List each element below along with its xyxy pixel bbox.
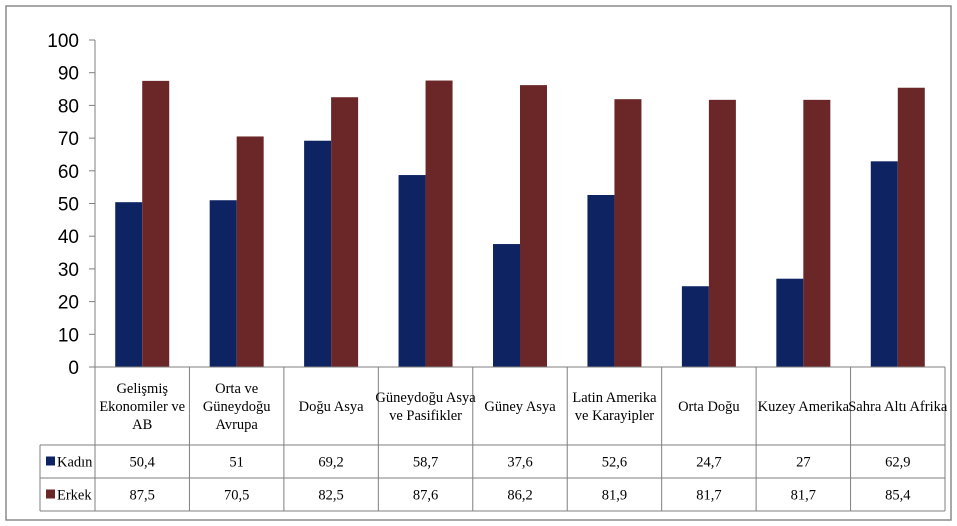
data-label: 86,2 [507,488,532,504]
y-tick-label: 40 [58,227,79,248]
x-category-label: Ekonomiler ve [99,399,185,415]
x-category-label: Doğu Asya [299,399,364,415]
data-label: 87,5 [130,488,155,504]
x-category-label: Avrupa [215,417,258,433]
data-label: 27 [796,455,811,471]
y-tick-label: 30 [58,260,79,281]
data-label: 52,6 [602,455,627,471]
y-tick-label: 50 [58,195,79,216]
bar-kadin [587,194,615,367]
bar-kadin [870,161,898,367]
x-category-label: ve Pasifikler [389,408,462,424]
y-tick-label: 0 [68,358,79,379]
data-label: 85,4 [885,488,911,504]
y-tick-label: 60 [58,162,79,183]
bar-kadin [681,286,709,367]
bar-erkek [520,85,547,367]
data-label: 62,9 [885,455,910,471]
bar-erkek [142,80,170,367]
legend-key-kadin [46,456,55,466]
x-category-label: Orta Doğu [678,399,740,415]
legend-key-erkek [46,489,55,499]
data-label: 24,7 [696,455,721,471]
data-label: 81,7 [696,488,721,504]
y-tick-label: 10 [58,325,79,346]
bar-kadin [115,202,143,367]
data-label: 50,4 [130,455,156,471]
data-label: 37,6 [507,455,532,471]
x-category-label: Güneydoğu [203,399,271,415]
x-category-label: Gelişmiş [116,381,168,397]
bar-erkek [708,99,736,367]
data-label: 70,5 [224,488,249,504]
legend-label: Erkek [57,488,92,504]
bar-kadin [398,175,426,367]
bar-erkek [897,87,925,367]
x-category-label: AB [132,417,152,433]
bar-kadin [776,278,804,367]
bar-kadin [209,200,237,367]
data-label: 58,7 [413,455,438,471]
bar-erkek [236,136,264,367]
x-category-label: Güneydoğu Asya [375,390,476,406]
bar-kadin [304,140,332,367]
x-category-label: Latin Amerika [572,390,657,406]
y-tick-label: 20 [58,293,79,314]
y-tick-label: 90 [58,64,79,85]
data-label: 51 [229,455,244,471]
bar-erkek [425,80,453,367]
x-category-label: Güney Asya [484,399,556,415]
bar-erkek [803,99,831,367]
y-tick-label: 70 [58,129,79,150]
data-label: 82,5 [318,488,343,504]
x-category-label: ve Karayipler [575,408,654,424]
bar-kadin [493,244,520,367]
y-tick-label: 100 [47,31,79,52]
y-tick-label: 80 [58,96,79,117]
x-category-label: Kuzey Amerika [758,399,850,415]
legend-label: Kadın [57,455,93,471]
x-category-label: Orta ve [215,381,258,397]
data-label: 87,6 [413,488,438,504]
x-category-label: Sahra Altı Afrika [848,399,948,415]
chart-border [5,5,952,521]
data-label: 69,2 [318,455,343,471]
data-label: 81,7 [791,488,816,504]
data-label: 81,9 [602,488,627,504]
bar-erkek [614,99,642,367]
bar-erkek [331,97,359,367]
